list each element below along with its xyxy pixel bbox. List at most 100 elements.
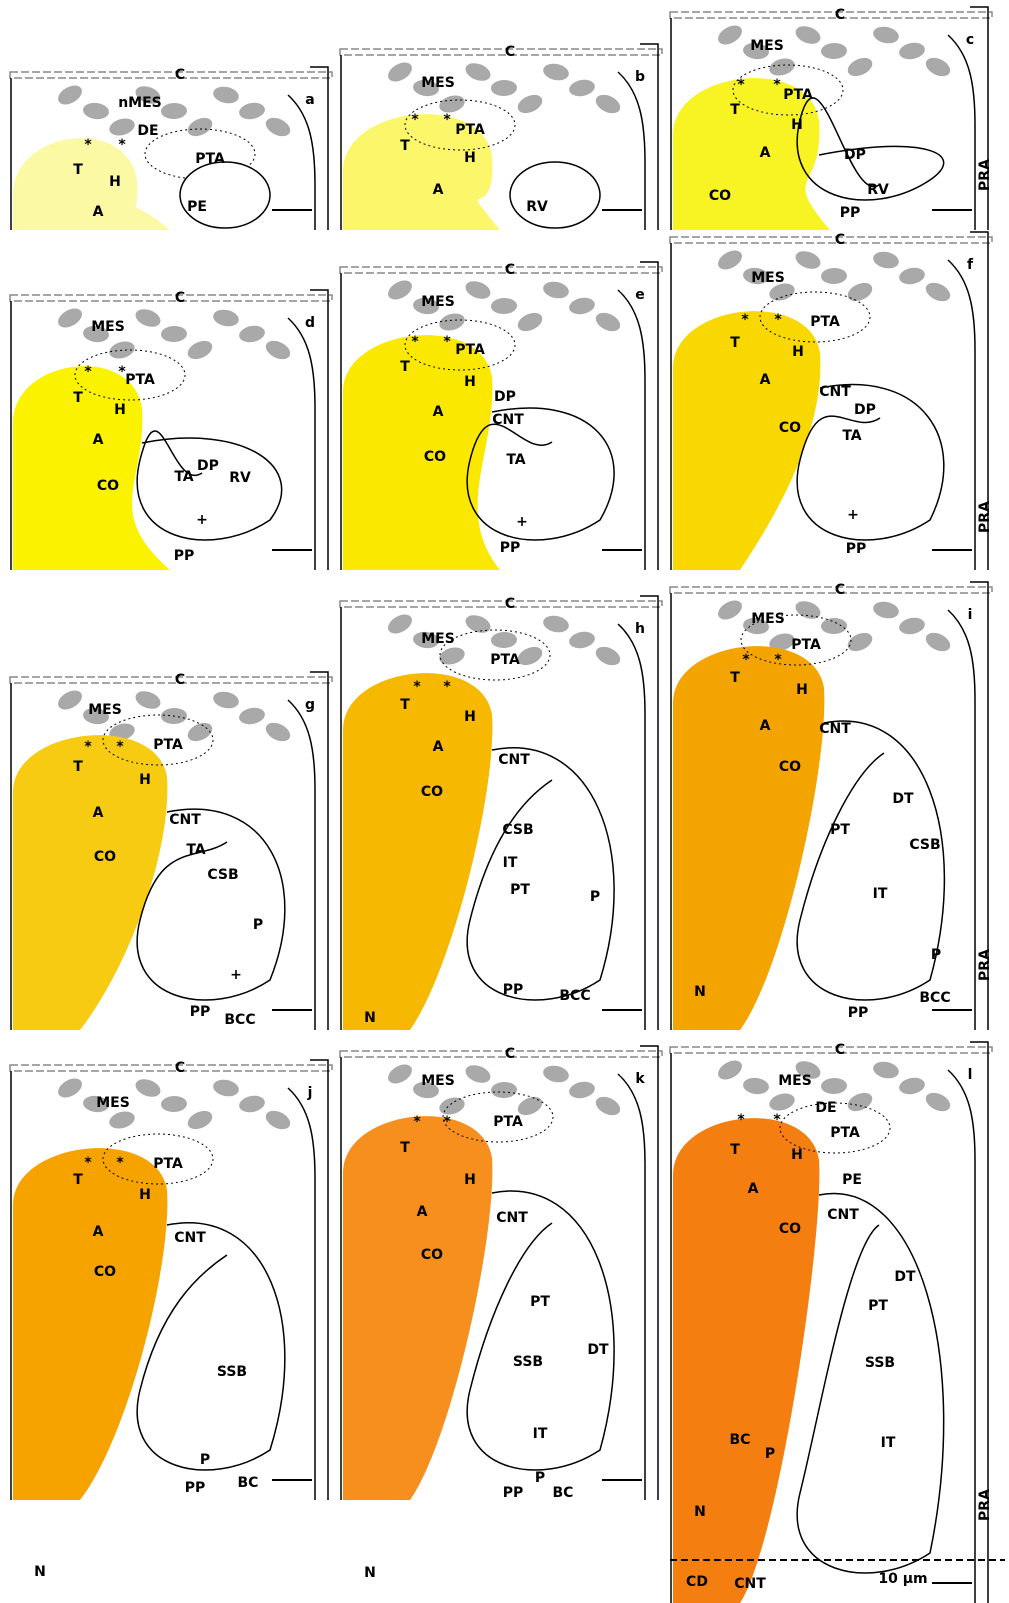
label: * [116, 739, 124, 755]
cell-blob [515, 309, 545, 334]
cell-blob [212, 689, 241, 710]
label: PTA [455, 122, 485, 138]
label: BC [553, 1485, 574, 1501]
label: T [730, 102, 740, 118]
label: CO [779, 759, 801, 775]
panel-letter: a [305, 92, 314, 108]
label: CO [94, 849, 116, 865]
wall [618, 290, 645, 570]
c-band [10, 295, 332, 301]
wall [288, 1088, 315, 1500]
cell-blob [491, 80, 518, 97]
label: PTA [125, 372, 155, 388]
cell-blob [542, 1063, 571, 1084]
label: * [84, 739, 92, 755]
label: CO [97, 478, 119, 494]
label: * [413, 679, 421, 695]
cell-blob [767, 1091, 796, 1114]
wall [288, 318, 315, 570]
label: TA [186, 842, 205, 858]
label: SSB [217, 1364, 247, 1380]
label: CNT [827, 1207, 859, 1223]
label: H [464, 1172, 476, 1188]
frame-bracket [640, 596, 658, 1030]
c-band [670, 12, 992, 18]
label: PTA [830, 1125, 860, 1141]
panel-letter: i [968, 607, 973, 623]
cell-blob [593, 91, 623, 117]
cell-blob [898, 616, 927, 637]
panel-letter: h [635, 621, 645, 637]
cell-blob [767, 56, 796, 79]
label: CNT [819, 721, 851, 737]
cell-blob [161, 1096, 188, 1113]
cell-blob [542, 613, 571, 634]
cell-blob [793, 598, 823, 622]
label: + [847, 507, 859, 523]
cell-blob [185, 1107, 215, 1132]
label: * [413, 1114, 421, 1130]
cell-blob [463, 1062, 493, 1086]
label: H [796, 682, 808, 698]
label: CSB [207, 867, 238, 883]
label: PTA [195, 151, 225, 167]
cell-blob [55, 1075, 86, 1102]
cell-blob [821, 1078, 848, 1095]
vesicle [510, 162, 600, 228]
c-band [10, 1065, 332, 1071]
label: * [443, 1114, 451, 1130]
tube [467, 748, 614, 1000]
panel-letter: f [967, 257, 974, 273]
label: MES [91, 319, 125, 335]
label: C [835, 582, 845, 598]
frame-bracket [640, 262, 658, 570]
cell-blob [923, 1089, 953, 1115]
cell-blob [898, 1076, 927, 1097]
panel: lCMESDEPTATHPEACNTCODTPTSSBITPBCNPRACDCN… [670, 1042, 1005, 1603]
label: N [34, 1564, 46, 1580]
panel: hCMESPTATHACNTCOCSBITPTPPPBCCN** [340, 596, 662, 1030]
cell-blob [821, 268, 848, 285]
panel-letter: l [968, 1067, 973, 1083]
label: CNT [819, 384, 851, 400]
label: A [748, 1181, 759, 1197]
label: MES [96, 1095, 130, 1111]
label: T [730, 335, 740, 351]
label: DT [894, 1269, 916, 1285]
cell-blob [185, 337, 215, 362]
label: * [118, 137, 126, 153]
label: PT [830, 822, 850, 838]
tube [467, 408, 614, 540]
label: PRA [977, 1489, 993, 1521]
tube [137, 431, 281, 540]
wall [948, 260, 975, 570]
label: P [931, 947, 941, 963]
cell-blob [55, 687, 86, 714]
frame-bracket [310, 672, 328, 1030]
cell-blob [437, 1095, 466, 1118]
label: P [535, 1470, 545, 1486]
label: MES [778, 1073, 812, 1089]
label: IT [533, 1426, 548, 1442]
cell-blob [715, 247, 746, 274]
cell-blob [542, 61, 571, 82]
label: T [400, 138, 410, 154]
panel: dCMESPTATHACOTADPRV+PP** [10, 290, 332, 570]
label: T [73, 759, 83, 775]
label: RV [867, 182, 889, 198]
wall [948, 35, 975, 230]
label: PE [187, 199, 207, 215]
cell-blob [593, 643, 623, 669]
label: N [694, 984, 706, 1000]
label: N [694, 1504, 706, 1520]
label: TA [174, 469, 193, 485]
cell-blob [491, 298, 518, 315]
label: BCC [919, 990, 950, 1006]
cell-blob [238, 101, 267, 122]
label: MES [751, 611, 785, 627]
label: CO [709, 188, 731, 204]
label: A [433, 404, 444, 420]
cell-blob [133, 306, 163, 330]
c-band [340, 1051, 662, 1057]
